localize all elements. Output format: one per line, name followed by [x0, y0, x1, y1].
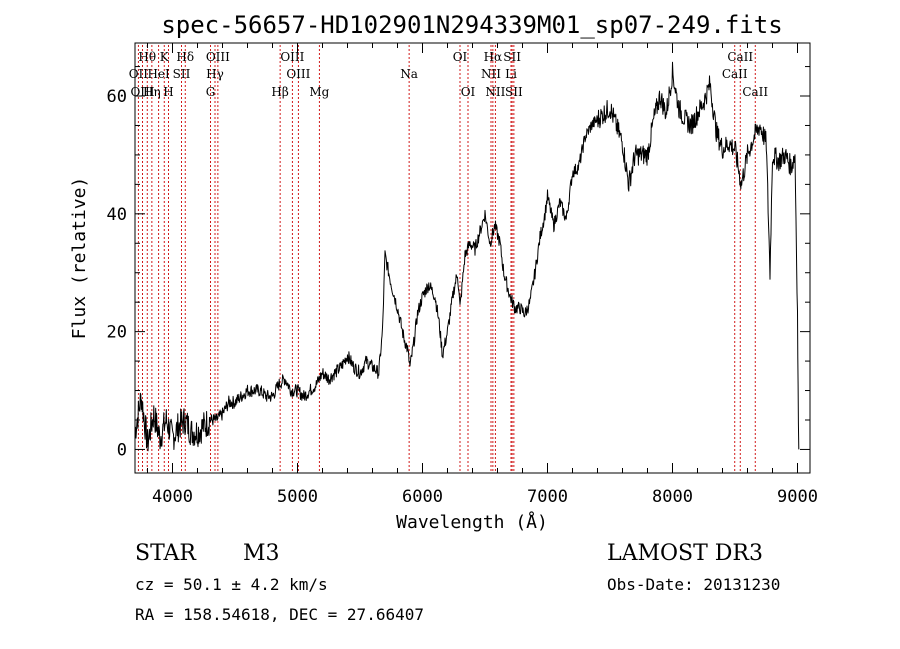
- line-label-3: OIII: [206, 50, 230, 64]
- line-label-5: OI: [453, 50, 468, 64]
- line-label-14: Na: [400, 67, 418, 81]
- line-label-15: NII: [481, 67, 501, 81]
- y-tick-label-40: 40: [107, 205, 127, 225]
- line-label-20: H: [163, 85, 173, 99]
- line-label-25: NII: [485, 85, 505, 99]
- x-axis-label: Wavelength (Å): [396, 511, 548, 533]
- line-label-23: Mg: [309, 85, 329, 99]
- line-label-6: Hα: [484, 50, 503, 64]
- line-label-9: OII: [129, 67, 149, 81]
- observation-date: Obs-Date: 20131230: [607, 575, 780, 594]
- line-label-7: SII: [503, 50, 521, 64]
- y-tick-label-20: 20: [107, 323, 127, 343]
- coordinates: RA = 158.54618, DEC = 27.66407: [135, 605, 424, 624]
- line-label-4: OIII: [280, 50, 304, 64]
- object-type: STAR: [135, 541, 197, 566]
- x-tick-label-5000: 5000: [277, 487, 318, 507]
- y-axis-ticks: 0 20 40 60: [107, 66, 810, 460]
- x-tick-label-8000: 8000: [652, 487, 693, 507]
- x-tick-label-9000: 9000: [777, 487, 818, 507]
- line-label-1: K: [160, 50, 170, 64]
- redshift-velocity: cz = 50.1 ± 4.2 km/s: [135, 575, 328, 594]
- line-label-18: OIII: [130, 85, 154, 99]
- y-axis-label: Flux (relative): [69, 177, 90, 340]
- line-label-26: SII: [505, 85, 523, 99]
- spectrum-line: [134, 61, 800, 452]
- plot-frame: [134, 42, 811, 474]
- line-label-10: HeI: [147, 67, 170, 81]
- line-label-16: Li: [505, 67, 517, 81]
- line-label-13: OIII: [286, 67, 310, 81]
- line-label-17: CaII: [722, 67, 748, 81]
- line-label-21: G: [206, 85, 216, 99]
- line-label-0: Hθ: [138, 50, 156, 64]
- line-label-19: Hη: [143, 85, 161, 99]
- survey-name: LAMOST DR3: [607, 541, 763, 566]
- spectral-subclass: M3: [243, 541, 280, 566]
- line-label-27: CaII: [742, 85, 768, 99]
- y-tick-label-0: 0: [117, 440, 127, 460]
- chart-title: spec-56657-HD102901N294339M01_sp07-249.f…: [161, 11, 782, 39]
- line-label-11: SII: [173, 67, 191, 81]
- x-tick-label-7000: 7000: [527, 487, 568, 507]
- x-tick-label-6000: 6000: [402, 487, 443, 507]
- x-axis-ticks: 4000 5000 6000 7000 8000 9000: [147, 43, 818, 507]
- line-label-12: Hγ: [206, 67, 224, 81]
- x-tick-label-4000: 4000: [152, 487, 193, 507]
- line-label-24: OI: [461, 85, 476, 99]
- y-tick-label-60: 60: [107, 87, 127, 107]
- line-label-22: Hβ: [271, 85, 288, 99]
- spectrum-series: [134, 61, 800, 452]
- line-label-8: CaII: [727, 50, 753, 64]
- line-label-2: Hδ: [176, 50, 194, 64]
